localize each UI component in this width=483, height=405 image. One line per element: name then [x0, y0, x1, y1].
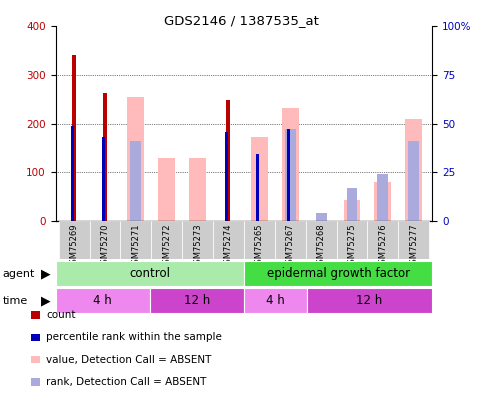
- Bar: [56, 261, 244, 286]
- Bar: [101, 137, 105, 221]
- Text: 12 h: 12 h: [356, 294, 383, 307]
- Text: GSM75267: GSM75267: [286, 224, 295, 269]
- Bar: [56, 288, 150, 313]
- Bar: [225, 132, 228, 221]
- Text: GSM75277: GSM75277: [409, 224, 418, 269]
- Bar: [275, 221, 306, 259]
- Bar: [189, 158, 206, 221]
- Bar: [287, 129, 290, 221]
- Text: epidermal growth factor: epidermal growth factor: [267, 267, 410, 280]
- Bar: [378, 174, 388, 221]
- Text: time: time: [2, 296, 28, 305]
- Text: ▶: ▶: [41, 294, 51, 307]
- Text: 4 h: 4 h: [266, 294, 284, 307]
- Bar: [405, 119, 422, 221]
- Text: GSM75273: GSM75273: [193, 224, 202, 269]
- Bar: [130, 141, 141, 221]
- Text: GSM75269: GSM75269: [70, 224, 79, 269]
- Text: control: control: [129, 267, 170, 280]
- Text: GSM75274: GSM75274: [224, 224, 233, 269]
- Bar: [71, 126, 74, 221]
- Text: GSM75265: GSM75265: [255, 224, 264, 269]
- Bar: [72, 55, 76, 221]
- Text: percentile rank within the sample: percentile rank within the sample: [46, 333, 222, 342]
- Text: 12 h: 12 h: [184, 294, 210, 307]
- Text: count: count: [46, 310, 75, 320]
- Text: GSM75272: GSM75272: [162, 224, 171, 269]
- Bar: [368, 221, 398, 259]
- Text: agent: agent: [2, 269, 35, 279]
- Bar: [244, 288, 307, 313]
- Bar: [343, 200, 360, 221]
- Text: GSM75270: GSM75270: [100, 224, 110, 269]
- Bar: [306, 221, 337, 259]
- Bar: [337, 221, 368, 259]
- Text: value, Detection Call = ABSENT: value, Detection Call = ABSENT: [46, 355, 211, 364]
- Text: GSM75275: GSM75275: [347, 224, 356, 269]
- Bar: [285, 129, 296, 221]
- Text: GSM75276: GSM75276: [378, 224, 387, 269]
- Bar: [150, 288, 244, 313]
- Bar: [347, 188, 357, 221]
- Text: GDS2146 / 1387535_at: GDS2146 / 1387535_at: [164, 14, 319, 27]
- Text: ▶: ▶: [41, 267, 51, 280]
- Text: GSM75268: GSM75268: [317, 224, 326, 269]
- Bar: [408, 141, 419, 221]
- Text: GSM75271: GSM75271: [131, 224, 141, 269]
- Text: 4 h: 4 h: [93, 294, 112, 307]
- Bar: [256, 153, 259, 221]
- Bar: [374, 182, 391, 221]
- Bar: [307, 288, 432, 313]
- Bar: [182, 221, 213, 259]
- Bar: [213, 221, 244, 259]
- Bar: [282, 108, 298, 221]
- Bar: [227, 100, 230, 221]
- Bar: [316, 213, 327, 221]
- Bar: [398, 221, 429, 259]
- Bar: [120, 221, 151, 259]
- Bar: [251, 137, 268, 221]
- Bar: [89, 221, 120, 259]
- Text: rank, Detection Call = ABSENT: rank, Detection Call = ABSENT: [46, 377, 206, 387]
- Bar: [244, 261, 432, 286]
- Bar: [244, 221, 275, 259]
- Bar: [128, 97, 144, 221]
- Bar: [103, 94, 107, 221]
- Bar: [151, 221, 182, 259]
- Bar: [58, 221, 89, 259]
- Bar: [158, 158, 175, 221]
